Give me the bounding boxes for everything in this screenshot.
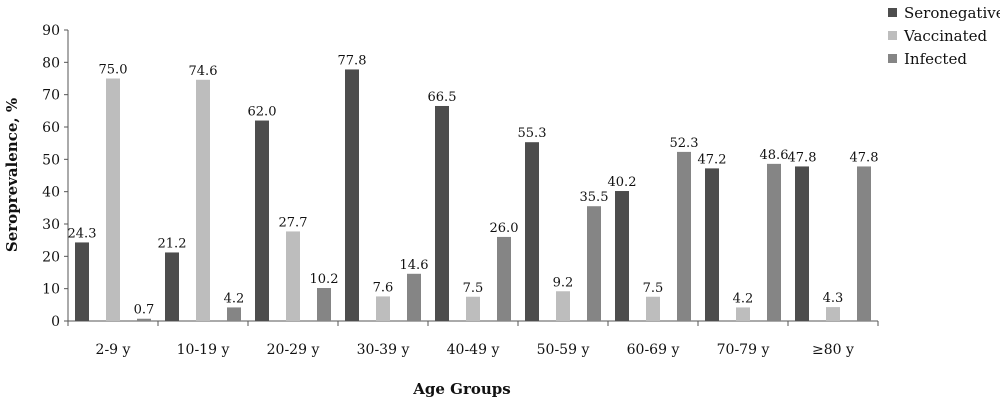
x-tick-label: 50-59 y	[537, 342, 590, 358]
data-label-seronegative: 66.5	[428, 90, 457, 105]
data-label-infected: 14.6	[400, 258, 429, 273]
data-label-infected: 0.7	[134, 303, 155, 318]
data-label-vaccinated: 9.2	[553, 275, 574, 290]
bar-seronegative	[525, 142, 539, 321]
legend: Seronegative Vaccinated Infected	[888, 4, 1000, 68]
y-tick-label: 60	[42, 120, 60, 136]
bar-vaccinated	[556, 291, 570, 321]
data-label-infected: 26.0	[490, 221, 519, 236]
data-label-seronegative: 21.2	[158, 236, 187, 251]
legend-label-seronegative: Seronegative	[904, 4, 1000, 22]
data-label-seronegative: 47.8	[788, 150, 817, 165]
bar-seronegative	[615, 191, 629, 321]
data-label-infected: 4.2	[224, 291, 245, 306]
data-label-seronegative: 47.2	[698, 152, 727, 167]
data-label-vaccinated: 75.0	[99, 63, 128, 78]
y-axis: 0 10 20 30 40 50 60 70 80 90	[42, 23, 69, 330]
y-tick-label: 10	[42, 282, 60, 298]
bar-vaccinated	[646, 296, 660, 321]
bar-infected	[227, 307, 241, 321]
x-tick-label: 10-19 y	[177, 342, 230, 358]
bars	[75, 69, 871, 322]
data-labels: 24.3 75.0 0.7 21.2 74.6 4.2 62.0 27.7 10.2 77.8 7.…	[68, 53, 879, 317]
data-label-seronegative: 62.0	[248, 105, 277, 120]
bar-infected	[767, 163, 781, 321]
y-tick-label: 80	[42, 55, 60, 71]
bar-infected	[857, 166, 871, 321]
legend-swatch-vaccinated	[888, 31, 897, 40]
bar-infected	[137, 318, 151, 321]
data-label-infected: 10.2	[310, 272, 339, 287]
bar-seronegative	[255, 120, 269, 322]
x-tick-label: ≥80 y	[812, 342, 854, 358]
bar-vaccinated	[466, 296, 480, 321]
legend-label-infected: Infected	[904, 50, 967, 68]
legend-swatch-seronegative	[888, 8, 897, 17]
bar-vaccinated	[196, 79, 210, 321]
data-label-seronegative: 40.2	[608, 175, 637, 190]
data-label-infected: 48.6	[760, 148, 789, 163]
data-label-seronegative: 55.3	[518, 126, 547, 141]
x-tick-label: 20-29 y	[267, 342, 320, 358]
bar-infected	[497, 236, 511, 321]
data-label-infected: 35.5	[580, 190, 609, 205]
y-tick-label: 40	[42, 185, 60, 201]
y-axis-title: Seroprevalence, %	[3, 98, 21, 252]
y-tick-label: 30	[42, 217, 60, 233]
bar-vaccinated	[286, 231, 300, 321]
bar-vaccinated	[106, 78, 120, 321]
y-tick-label: 0	[51, 314, 60, 330]
bar-seronegative	[75, 242, 89, 321]
data-label-vaccinated: 7.6	[373, 280, 394, 295]
bar-vaccinated	[736, 307, 750, 321]
y-tick-label: 50	[42, 152, 60, 168]
bar-vaccinated	[376, 296, 390, 321]
y-tick-label: 90	[42, 23, 60, 39]
x-axis: 2-9 y 10-19 y 20-29 y 30-39 y 40-49 y 50-59 y…	[67, 320, 879, 358]
bar-vaccinated	[826, 307, 840, 321]
legend-label-vaccinated: Vaccinated	[903, 27, 988, 45]
data-label-seronegative: 77.8	[338, 53, 367, 68]
x-tick-label: 70-79 y	[717, 342, 770, 358]
bar-seronegative	[435, 105, 449, 321]
bar-infected	[587, 206, 601, 321]
bar-infected	[317, 288, 331, 321]
data-label-vaccinated: 4.2	[733, 291, 754, 306]
x-tick-label: 60-69 y	[627, 342, 680, 358]
bar-seronegative	[705, 168, 719, 321]
data-label-vaccinated: 7.5	[463, 281, 484, 296]
x-tick-label: 30-39 y	[357, 342, 410, 358]
data-label-vaccinated: 4.3	[823, 291, 844, 306]
bar-infected	[407, 273, 421, 321]
legend-swatch-infected	[888, 54, 897, 63]
data-label-seronegative: 24.3	[68, 226, 97, 241]
x-tick-label: 2-9 y	[96, 342, 131, 358]
x-axis-title: Age Groups	[412, 380, 510, 398]
bar-seronegative	[165, 252, 179, 321]
y-tick-label: 20	[42, 249, 60, 265]
bar-seronegative	[345, 69, 359, 322]
x-tick-label: 40-49 y	[447, 342, 500, 358]
data-label-vaccinated: 27.7	[279, 215, 308, 230]
data-label-vaccinated: 74.6	[189, 64, 218, 79]
data-label-infected: 47.8	[850, 150, 879, 165]
bar-infected	[677, 151, 691, 321]
bar-seronegative	[795, 166, 809, 321]
data-label-infected: 52.3	[670, 136, 699, 151]
y-tick-label: 70	[42, 88, 60, 104]
data-label-vaccinated: 7.5	[643, 281, 664, 296]
